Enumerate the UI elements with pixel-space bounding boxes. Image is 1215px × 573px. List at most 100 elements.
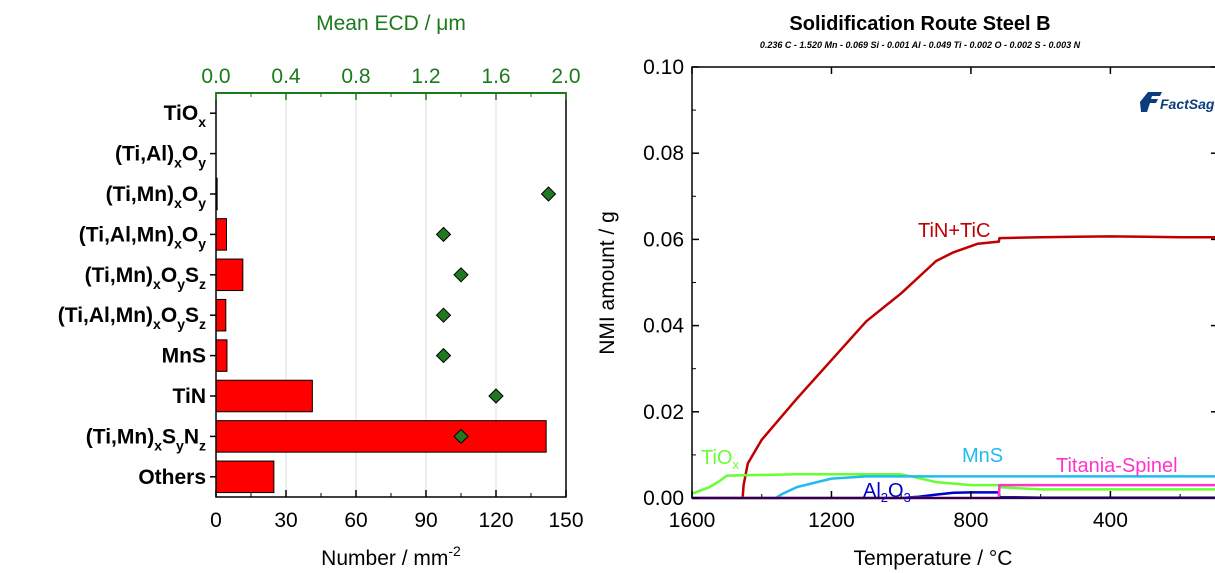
category-label-part-5-4: z: [199, 316, 206, 332]
x-tick-label-60: 60: [344, 509, 367, 532]
category-label-part-2-1: O: [182, 183, 198, 206]
category-label-part-4-1: O: [161, 264, 177, 287]
category-label-2: (Ti,Mn)xOy: [106, 183, 207, 211]
ecd-marker-5: [435, 307, 452, 323]
category-label-9: Others: [138, 466, 206, 489]
category-label-6: MnS: [162, 345, 206, 368]
x2-tick-label-1-6: 1.6: [481, 65, 510, 88]
series-line-mns: [692, 475, 1215, 500]
category-label-part-8-3: N: [184, 425, 199, 448]
top-axis-ticks: 0.0 0.4 0.8 1.2 1.6 2.0: [201, 65, 581, 100]
x2-tick-label-2-0: 2.0: [551, 65, 580, 88]
x2-tick-label-0-8: 0.8: [341, 65, 370, 88]
category-label-base-7: TiN: [173, 385, 206, 408]
y-tick-label-0-06: 0.06: [643, 228, 684, 251]
series-label-sub2-al: 3: [904, 490, 911, 505]
category-label-part-5-3: S: [185, 304, 199, 327]
category-labels: TiOx(Ti,Al)xOy(Ti,Mn)xOy(Ti,Al,Mn)xOy(Ti…: [58, 102, 216, 489]
series-label-titania-spinel: Titania-Spinel: [1056, 455, 1178, 477]
right-plot-border: [691, 66, 1215, 499]
right-plot-frame: [691, 66, 1215, 499]
category-label-base-9: Others: [138, 466, 206, 489]
category-label-part-8-1: S: [162, 425, 176, 448]
x-tick-label-0: 0: [210, 509, 222, 532]
category-label-part-4-3: S: [185, 264, 199, 287]
category-label-3: (Ti,Al,Mn)xOy: [79, 223, 206, 251]
bar-3: [215, 218, 227, 251]
y-axis-title: NMI amount / g: [596, 211, 619, 355]
bottom-axis-ticks: 0 30 60 90 120 150: [210, 490, 584, 532]
bar-8: [215, 420, 547, 453]
series-label-mid-al: O: [888, 480, 904, 502]
ecd-marker-4: [453, 267, 469, 283]
category-label-part-2-2: y: [198, 195, 206, 211]
category-label-base-5: (Ti,Al,Mn): [58, 304, 153, 327]
ecd-marker-6: [435, 347, 452, 364]
bar-7: [215, 379, 313, 413]
category-label-4: (Ti,Mn)xOySz: [85, 264, 206, 292]
x2-tick-label-0-4: 0.4: [271, 65, 301, 88]
category-label-part-0-0: x: [198, 114, 206, 130]
right-line-chart: Solidification Route Steel B 0.236 C - 1…: [596, 13, 1215, 570]
ecd-marker-8: [453, 428, 469, 445]
category-label-part-4-0: x: [153, 276, 161, 292]
x2-tick-label-0-0: 0.0: [201, 65, 230, 88]
category-label-part-1-2: y: [198, 155, 206, 171]
x-tick-label-1600: 1600: [669, 509, 716, 532]
series-label-name-mns: MnS: [962, 445, 1003, 467]
y-tick-label-0-04: 0.04: [643, 315, 684, 338]
category-label-part-3-2: y: [198, 235, 206, 251]
category-label-part-8-2: y: [176, 437, 184, 453]
series-label-name-tin-tic: TiN+TiC: [918, 220, 990, 242]
category-label-part-4-2: y: [177, 276, 185, 292]
category-label-part-4-4: z: [199, 276, 206, 292]
y-tick-label-0-10: 0.10: [643, 56, 684, 79]
y-tick-label-0-08: 0.08: [643, 142, 684, 165]
top-axis-title: Mean ECD / μm: [316, 12, 466, 35]
bottom-axis-title-text: Number / mm: [321, 547, 448, 570]
series-label-name-al: Al: [863, 480, 881, 502]
factsage-logo-mark: [1140, 92, 1162, 112]
category-label-8: (Ti,Mn)xSyNz: [86, 425, 206, 453]
series-label-al: Al2O3: [863, 480, 911, 505]
category-label-base-0: TiO: [164, 102, 199, 125]
ecd-marker-7: [488, 388, 504, 404]
bottom-axis-title: Number / mm-2: [321, 543, 461, 570]
category-label-part-5-2: y: [177, 316, 185, 332]
bar-5: [215, 298, 227, 332]
category-label-part-3-0: x: [174, 235, 182, 251]
category-label-base-3: (Ti,Al,Mn): [79, 223, 174, 246]
bar-6: [215, 339, 228, 372]
series-label-sub-al: 2: [881, 490, 888, 505]
bar-4: [215, 258, 244, 292]
x-tick-label-120: 120: [478, 509, 513, 532]
category-label-part-8-4: z: [199, 437, 206, 453]
y-tick-label-0-02: 0.02: [643, 401, 684, 424]
category-label-0: TiOx: [164, 102, 207, 130]
bottom-axis-title-superscript: -2: [448, 543, 461, 559]
category-label-1: (Ti,Al)xOy: [115, 143, 206, 171]
category-label-7: TiN: [173, 385, 206, 408]
category-label-part-2-0: x: [174, 195, 182, 211]
category-label-base-2: (Ti,Mn): [106, 183, 174, 206]
ecd-marker-series: [435, 186, 557, 445]
category-label-5: (Ti,Al,Mn)xOySz: [58, 304, 206, 332]
category-label-base-8: (Ti,Mn): [86, 425, 154, 448]
category-label-part-3-1: O: [182, 223, 198, 246]
series-line-tio: [691, 473, 1215, 495]
category-label-part-5-0: x: [153, 316, 161, 332]
chart-subtitle: 0.236 C - 1.520 Mn - 0.069 Si - 0.001 Al…: [760, 40, 1081, 50]
x-tick-label-400: 400: [1093, 509, 1128, 532]
category-label-part-1-1: O: [182, 143, 198, 166]
x-axis-title: Temperature / °C: [854, 547, 1013, 570]
category-label-base-4: (Ti,Mn): [85, 264, 153, 287]
factsage-logo-text: FactSage: [1160, 96, 1215, 112]
series-label-tin-tic: TiN+TiC: [918, 220, 990, 242]
series-line-tin-tic: [692, 235, 1215, 500]
ecd-marker-3: [435, 226, 452, 243]
x-tick-label-90: 90: [414, 509, 437, 532]
x-tick-label-30: 30: [274, 509, 297, 532]
factsage-logo: FactSage: [1140, 92, 1215, 112]
right-axis-ticks: 0.00 0.02 0.04 0.06 0.08 0.10 1600 1200 800 400: [643, 56, 1215, 532]
series-label-tio: TiOx: [701, 447, 739, 472]
